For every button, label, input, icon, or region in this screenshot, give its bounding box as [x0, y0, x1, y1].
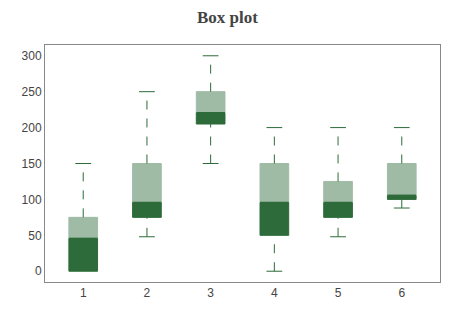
svg-text:200: 200: [22, 121, 42, 135]
svg-text:250: 250: [22, 85, 42, 99]
svg-text:4: 4: [271, 286, 278, 300]
svg-text:6: 6: [398, 286, 405, 300]
svg-text:2: 2: [144, 286, 151, 300]
svg-text:300: 300: [22, 49, 42, 63]
svg-text:Box plot: Box plot: [197, 8, 258, 27]
svg-text:50: 50: [28, 229, 42, 243]
svg-text:150: 150: [22, 157, 42, 171]
svg-text:100: 100: [22, 193, 42, 207]
svg-text:1: 1: [80, 286, 87, 300]
svg-text:3: 3: [207, 286, 214, 300]
svg-text:5: 5: [335, 286, 342, 300]
svg-text:0: 0: [35, 264, 42, 278]
